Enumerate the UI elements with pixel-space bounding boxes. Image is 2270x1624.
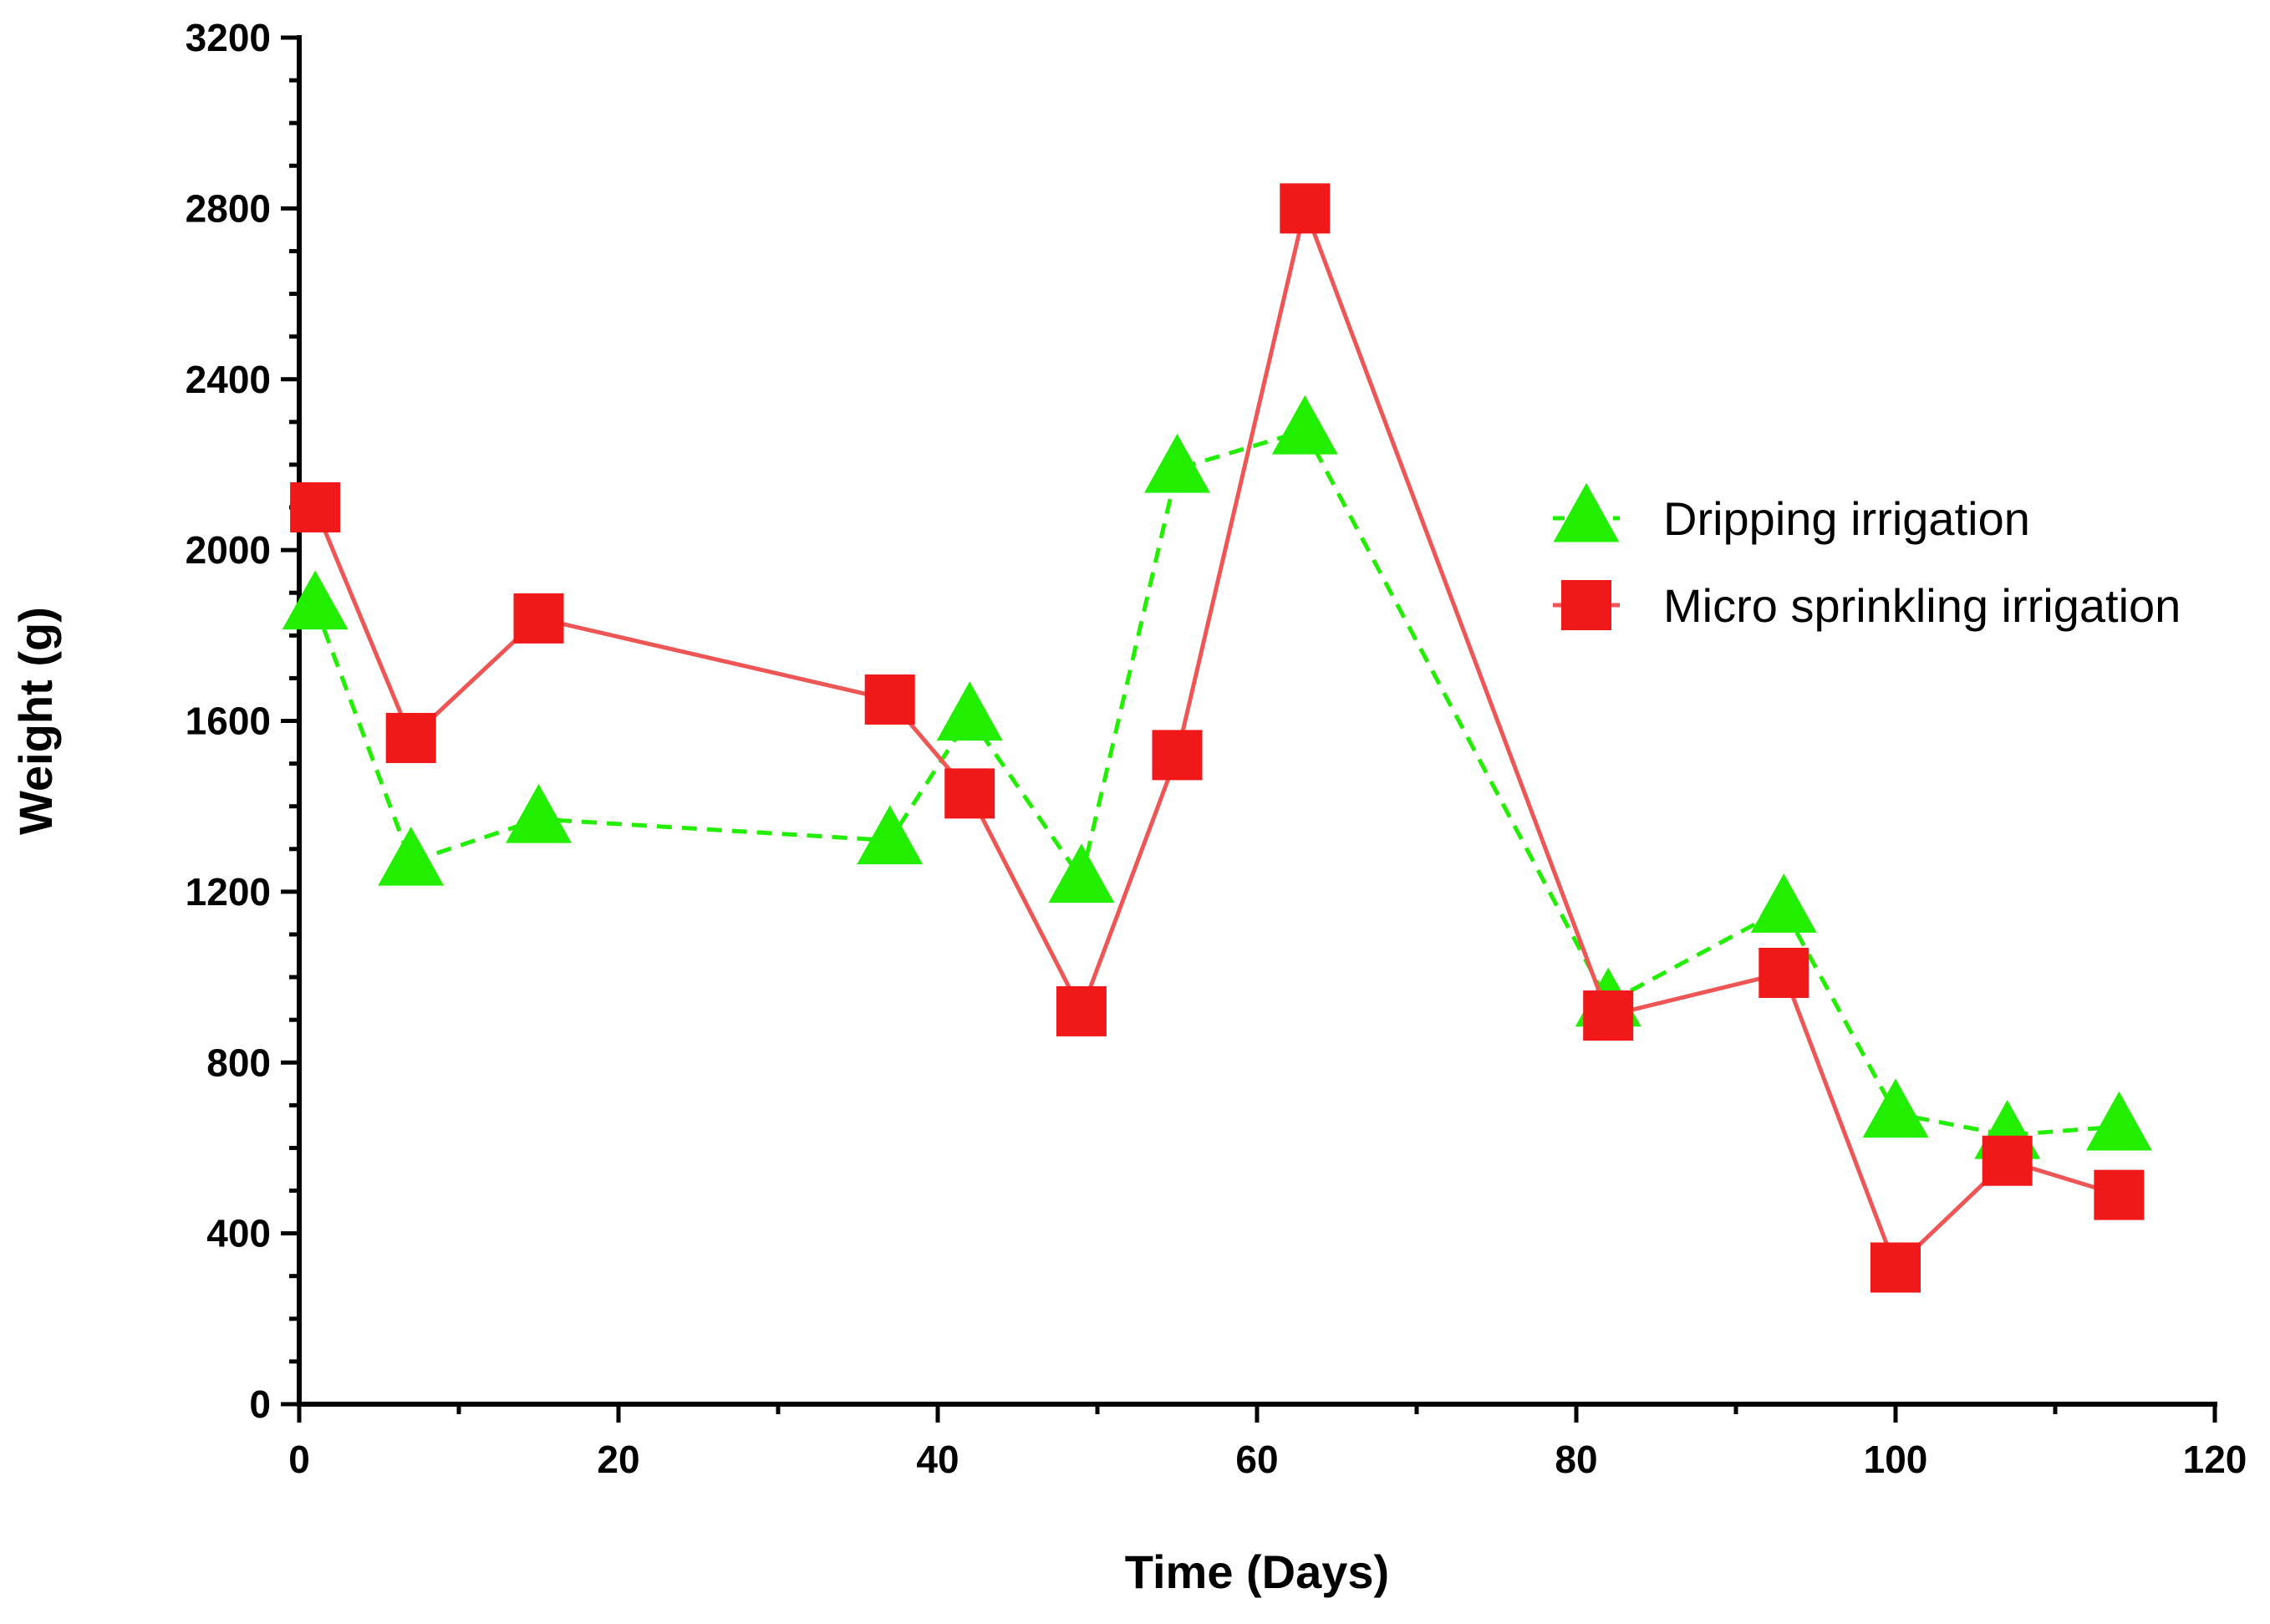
data-point-triangle — [1862, 1078, 1929, 1138]
legend-item-micro-sprinkling: Micro sprinkling irrigation — [1553, 579, 2181, 632]
axes: 0 400 800 1200 1600 2000 2400 2800 3200 0 20 40 60 8… — [186, 16, 2247, 1481]
y-tick-label: 400 — [206, 1212, 271, 1255]
data-point-triangle — [1271, 395, 1338, 455]
legend-label-dripping: Dripping irrigation — [1663, 492, 2030, 545]
y-axis-title: Weight (g) — [9, 607, 62, 835]
series-layer — [282, 183, 2152, 1293]
y-tick-label: 1200 — [186, 870, 271, 914]
data-point-triangle — [506, 783, 572, 843]
data-point-square — [290, 482, 341, 533]
x-ticks: 0 20 40 60 80 100 120 — [288, 1404, 2247, 1481]
data-point-square — [1870, 1242, 1921, 1293]
x-axis-title: Time (Days) — [1125, 1545, 1389, 1598]
x-tick-label: 60 — [1235, 1438, 1278, 1481]
series-line — [313, 206, 2120, 1270]
data-point-square — [1583, 990, 1634, 1041]
data-point-square — [1056, 985, 1107, 1036]
legend: Dripping irrigation Micro sprinkling irr… — [1553, 482, 2181, 632]
data-point-square — [385, 712, 436, 763]
data-point-square — [864, 674, 915, 725]
data-point-triangle — [857, 805, 924, 865]
data-point-triangle — [378, 826, 445, 886]
data-point-square — [1280, 183, 1331, 234]
data-point-triangle — [936, 681, 1003, 741]
y-tick-label: 2800 — [186, 186, 271, 230]
data-point-triangle — [2085, 1091, 2152, 1151]
data-point-triangle — [1750, 873, 1817, 933]
x-tick-label: 40 — [916, 1438, 959, 1481]
y-tick-label: 3200 — [186, 16, 271, 59]
x-tick-label: 80 — [1555, 1438, 1597, 1481]
legend-square-marker — [1561, 580, 1611, 630]
data-point-square — [513, 593, 564, 644]
data-point-square — [1758, 947, 1809, 998]
x-tick-label: 100 — [1864, 1438, 1928, 1481]
series-micro-sprinkling-irrigation — [290, 183, 2145, 1293]
legend-triangle-marker — [1553, 482, 1620, 542]
x-tick-label: 120 — [2183, 1438, 2247, 1481]
x-tick-label: 0 — [288, 1438, 310, 1481]
data-point-square — [944, 768, 995, 819]
y-tick-label: 2400 — [186, 358, 271, 401]
legend-item-dripping: Dripping irrigation — [1553, 482, 2030, 545]
y-tick-label: 2000 — [186, 528, 271, 572]
x-tick-label: 20 — [597, 1438, 639, 1481]
data-point-triangle — [1144, 433, 1210, 493]
y-tick-label: 0 — [249, 1382, 271, 1426]
y-ticks: 0 400 800 1200 1600 2000 2400 2800 3200 — [186, 16, 299, 1426]
data-point-square — [1152, 730, 1203, 781]
data-point-triangle — [1048, 843, 1115, 904]
y-tick-label: 1600 — [186, 700, 271, 743]
y-tick-label: 800 — [206, 1041, 271, 1084]
data-point-square — [1982, 1135, 2033, 1186]
data-point-triangle — [282, 570, 349, 630]
data-point-square — [2094, 1169, 2145, 1220]
legend-label-micro-sprinkling: Micro sprinkling irrigation — [1663, 579, 2181, 632]
